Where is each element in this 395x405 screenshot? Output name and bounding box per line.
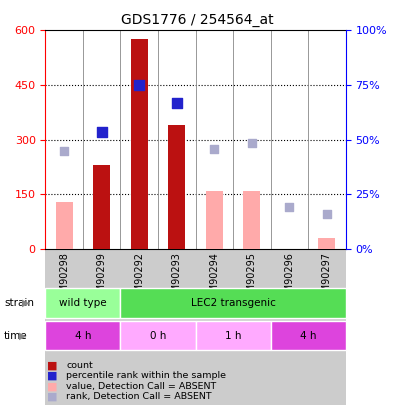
Bar (271, 249, 308, 405)
Bar (56, 202, 73, 249)
Point (99, 129, 105, 136)
Text: GDS1776 / 254564_at: GDS1776 / 254564_at (121, 13, 274, 27)
Point (61, 147, 67, 154)
Text: ▶: ▶ (22, 298, 29, 308)
Bar (206, 191, 223, 249)
Point (324, 211, 330, 218)
Point (249, 140, 255, 147)
Text: 4 h: 4 h (75, 330, 91, 341)
Text: wild type: wild type (59, 298, 107, 308)
Bar (158, 249, 196, 405)
Bar (120, 249, 158, 405)
Bar (131, 39, 148, 249)
Text: strain: strain (4, 298, 34, 308)
Text: count: count (66, 361, 93, 370)
Bar (45, 249, 83, 405)
Point (173, 100, 180, 107)
Bar (318, 238, 335, 249)
Text: ■: ■ (47, 392, 58, 402)
Bar (196, 249, 233, 405)
Bar (243, 191, 260, 249)
Point (211, 145, 217, 152)
Point (136, 82, 143, 88)
Point (286, 204, 292, 211)
Text: value, Detection Call = ABSENT: value, Detection Call = ABSENT (66, 382, 216, 391)
Text: time: time (4, 330, 28, 341)
Bar (83, 249, 120, 405)
Text: LEC2 transgenic: LEC2 transgenic (191, 298, 275, 308)
Bar (168, 125, 185, 249)
Text: percentile rank within the sample: percentile rank within the sample (66, 371, 226, 380)
Text: rank, Detection Call = ABSENT: rank, Detection Call = ABSENT (66, 392, 212, 401)
Text: ■: ■ (47, 360, 58, 370)
Bar (93, 165, 110, 249)
Text: 1 h: 1 h (225, 330, 241, 341)
Bar (233, 249, 271, 405)
Bar (308, 249, 346, 405)
Text: 4 h: 4 h (300, 330, 316, 341)
Text: ■: ■ (47, 371, 58, 381)
Text: 0 h: 0 h (150, 330, 166, 341)
Text: ■: ■ (47, 382, 58, 391)
Text: ▶: ▶ (19, 330, 26, 341)
